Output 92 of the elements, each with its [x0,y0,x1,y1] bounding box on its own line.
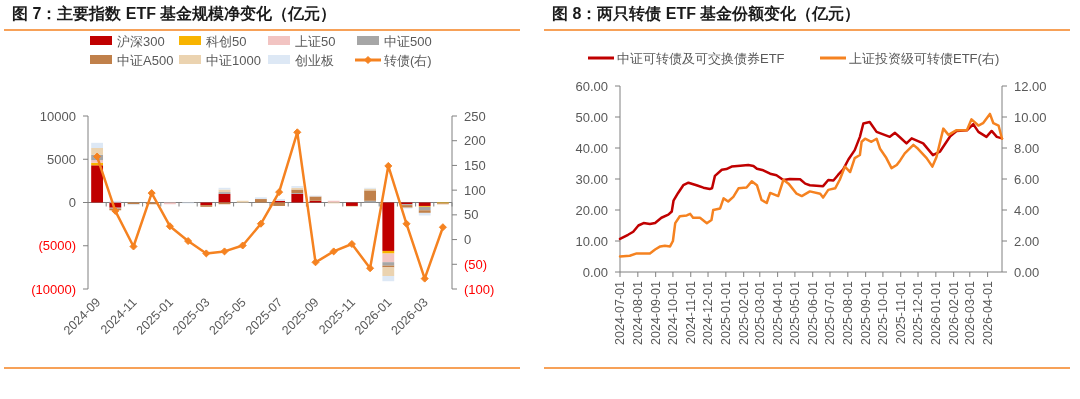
legend-label: 创业板 [295,52,334,68]
line-series [618,120,1004,241]
point [438,223,447,232]
point [238,241,247,250]
y-tick-label: 20.00 [575,202,608,218]
x-tick-label: 2026-02-01 [947,280,962,345]
legend-label: 科创50 [206,33,247,49]
legend-label: 转债(右) [384,52,432,68]
bar [291,193,304,203]
line-series [618,112,1004,258]
y2-tick-label: 0.00 [1014,264,1040,280]
bar [218,193,231,203]
legend-label: 中证500 [384,33,432,49]
bar [382,250,395,254]
y2-tick-label: 100 [464,182,486,198]
y-tick-label: 10000 [39,108,76,124]
point [311,258,320,267]
x-tick-label: 2025-08-01 [841,280,856,345]
bar [91,142,104,149]
bar [382,276,395,282]
x-tick-label: 2024-09-01 [649,280,664,345]
y-tick-label: (5000) [38,238,76,254]
x-tick-label: 2025-06-01 [806,280,821,345]
point [111,206,120,215]
y2-tick-label: (50) [464,256,488,272]
x-tick-label: 2024-12-01 [701,280,716,345]
point [256,219,265,228]
y2-tick-label: 10.00 [1014,109,1047,125]
legend-label: 沪深300 [117,33,165,49]
y-tick-label: 5000 [47,151,76,167]
point [184,237,193,246]
y-tick-label: 10.00 [575,233,608,249]
y-tick-label: 0.00 [582,264,608,280]
bar [382,267,395,277]
y-tick-label: 0 [68,195,76,211]
y-tick-label: 40.00 [575,140,608,156]
bar [91,148,104,155]
x-tick-label: 2024-07-01 [613,280,628,345]
x-tick-label: 2025-02-01 [737,280,752,345]
point [202,249,211,258]
point [329,247,338,256]
y-tick-label: 50.00 [575,109,608,125]
x-tick-label: 2026-01-01 [929,280,944,345]
y2-tick-label: 150 [464,157,486,173]
legend-label: 中证1000 [206,52,261,68]
point [129,242,138,251]
x-tick-label: 2025-03-01 [753,280,768,345]
y-tick-label: 60.00 [575,78,608,94]
y2-tick-label: 4.00 [1014,202,1040,218]
y2-tick-label: 0 [464,232,472,248]
y2-tick-label: 8.00 [1014,140,1040,156]
point [366,264,375,273]
point [147,189,156,198]
x-tick-label: 2026-04-01 [980,280,995,345]
x-tick-label: 2025-04-01 [771,280,786,345]
y2-tick-label: 250 [464,108,486,124]
bar [382,253,395,263]
legend-label: 中证可转债及可交换债券ETF [617,50,785,66]
bar [91,165,104,203]
y2-tick-label: 12.00 [1014,78,1047,94]
x-tick-label: 2025-09-01 [859,280,874,345]
x-tick-label: 2026-03-01 [963,280,978,345]
x-tick-label: 2025-01-01 [719,280,734,345]
bar [309,196,322,201]
x-tick-label: 2024-11-01 [684,280,699,345]
y2-tick-label: 50 [464,207,479,223]
point [165,222,174,231]
point [384,161,393,170]
chart-title: 图 8：两只转债 ETF 基金份额变化（亿元） [552,5,861,23]
x-tick-label: 2025-05-01 [788,280,803,345]
x-tick-label: 2025-10-01 [876,280,891,345]
y-tick-label: (10000) [31,281,76,297]
y-tick-label: 30.00 [575,171,608,187]
point [275,188,284,197]
legend-label: 上证50 [295,33,336,49]
bar [382,202,395,251]
y2-tick-label: (100) [464,281,495,297]
point [220,247,229,256]
chart-title: 图 7：主要指数 ETF 基金规模净变化（亿元） [12,4,337,23]
legend-label: 上证投资级可转债ETF(右) [849,50,1000,66]
y2-tick-label: 2.00 [1014,233,1040,249]
bar [364,190,377,201]
x-tick-label: 2025-11-01 [894,280,909,345]
y2-tick-label: 6.00 [1014,171,1040,187]
x-tick-label: 2024-10-01 [666,280,681,345]
y2-tick-label: 200 [464,133,486,149]
x-tick-label: 2024-08-01 [631,280,646,345]
point [347,240,356,249]
x-tick-label: 2025-12-01 [911,280,926,345]
point [402,219,411,228]
legend-label: 中证A500 [117,52,174,68]
x-tick-label: 2025-07-01 [823,280,838,345]
